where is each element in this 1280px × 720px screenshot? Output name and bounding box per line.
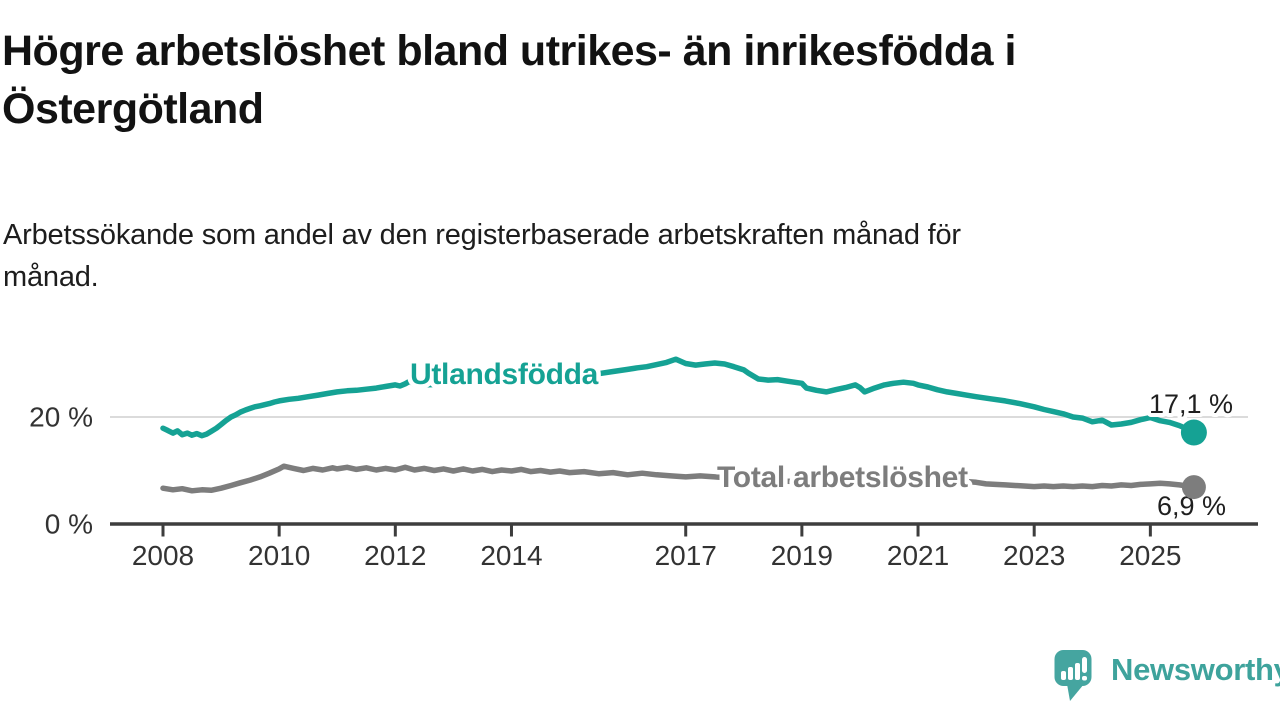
logo-exclamation-dot <box>1082 676 1087 681</box>
newsworthy-logo-text: Newsworthy <box>1111 652 1280 687</box>
utlandsf-dda-end-dot <box>1180 419 1207 446</box>
x-tick-label-2010: 2010 <box>248 540 310 571</box>
logo-bar-large <box>1075 663 1080 680</box>
x-tick-label-2012: 2012 <box>364 540 426 571</box>
logo-bar-medium <box>1068 667 1073 680</box>
x-tick-label-2019: 2019 <box>771 540 833 571</box>
page-subtitle-line1: Arbetssökande som andel av den registerb… <box>3 219 961 251</box>
total-arbetsl-shet-series-label: Total arbetslöshet <box>717 461 968 494</box>
x-tick-label-2021: 2021 <box>887 540 949 571</box>
y-tick-label-0: 0 % <box>45 509 93 540</box>
page-subtitle: Arbetssökande som andel av den registerb… <box>3 214 1213 298</box>
x-tick-label-2014: 2014 <box>480 540 542 571</box>
page-title: Högre arbetslöshet bland utrikes- än inr… <box>2 22 1212 138</box>
logo-bar-small <box>1061 671 1066 680</box>
page-title-line1: Högre arbetslöshet bland utrikes- än inr… <box>2 27 1016 75</box>
y-tick-label-20: 20 % <box>29 402 93 433</box>
utlandsf-dda-line <box>160 356 1197 439</box>
utlandsf-dda-series-label: Utlandsfödda <box>410 358 599 391</box>
logo-exclamation-bar <box>1082 657 1087 673</box>
logo-bubble-tail <box>1067 684 1084 701</box>
newsworthy-logo-icon <box>1054 650 1092 701</box>
utlandsf-dda-end-value: 17,1 % <box>1149 389 1233 419</box>
x-tick-label-2008: 2008 <box>132 540 194 571</box>
total-arbetsl-shet-line <box>160 463 1197 494</box>
total-arbetsl-shet-end-dot <box>1181 475 1206 500</box>
x-tick-label-2023: 2023 <box>1003 540 1065 571</box>
page-title-line2: Östergötland <box>2 85 264 133</box>
x-tick-label-2025: 2025 <box>1119 540 1181 571</box>
total-arbetsl-shet-end-value: 6,9 % <box>1157 491 1226 521</box>
newsworthy-logo: Newsworthy <box>1054 649 1280 702</box>
page-subtitle-line2: månad. <box>3 261 99 293</box>
x-tick-label-2017: 2017 <box>655 540 717 571</box>
